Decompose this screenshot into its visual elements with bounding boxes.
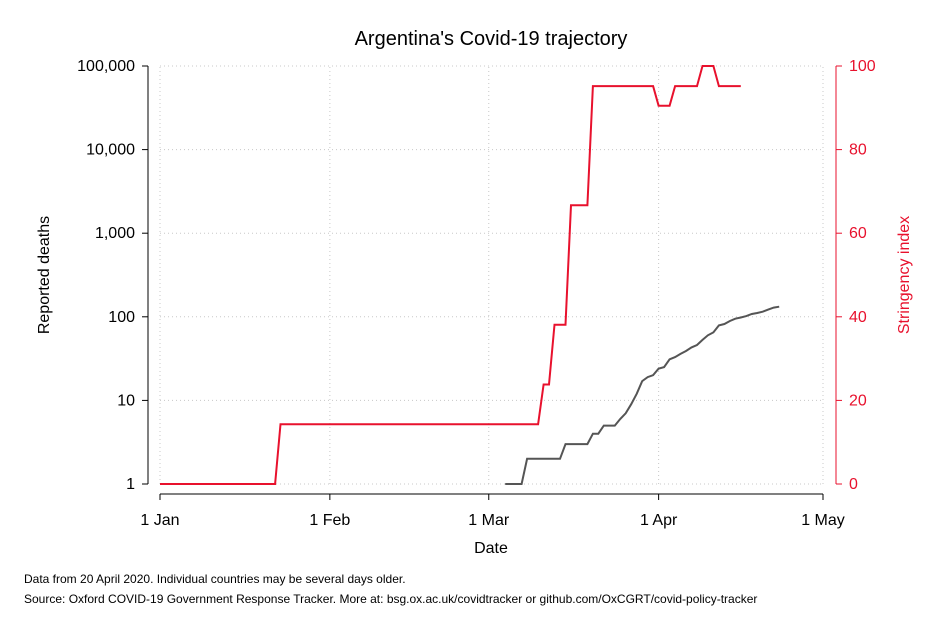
- right-y-tick-label: 60: [849, 225, 867, 242]
- x-axis-label: Date: [474, 540, 508, 557]
- data-date-note: Data from 20 April 2020. Individual coun…: [24, 572, 406, 586]
- source-note: Source: Oxford COVID-19 Government Respo…: [24, 592, 757, 606]
- left-y-tick-label: 1: [126, 476, 135, 493]
- left-y-tick-label: 10: [117, 392, 135, 409]
- right-y-ticks: 0 20 40 60 80 100: [836, 58, 876, 493]
- right-y-tick-label: 0: [849, 476, 858, 493]
- stringency-series-line: [160, 65, 741, 485]
- grid-lines: [159, 65, 824, 485]
- x-tick-label: 1 Jan: [140, 512, 179, 529]
- chart-title: Argentina's Covid-19 trajectory: [355, 28, 628, 50]
- x-tick-label: 1 Feb: [309, 512, 350, 529]
- x-tick-label: 1 Apr: [640, 512, 678, 529]
- left-y-axis-label: Reported deaths: [36, 216, 53, 334]
- right-y-tick-label: 100: [849, 58, 876, 75]
- deaths-series-line: [505, 305, 780, 485]
- right-y-tick-label: 40: [849, 309, 867, 326]
- left-y-tick-label: 100: [108, 309, 135, 326]
- left-y-ticks: 1 10 100 1,000 10,000 100,000: [77, 58, 148, 493]
- left-y-tick-label: 100,000: [77, 58, 135, 75]
- x-tick-label: 1 May: [801, 512, 845, 529]
- x-tick-label: 1 Mar: [468, 512, 510, 529]
- right-y-tick-label: 20: [849, 392, 867, 409]
- right-y-axis-label: Stringency index: [896, 216, 913, 334]
- x-ticks: 1 Jan 1 Feb 1 Mar 1 Apr 1 May: [140, 494, 845, 529]
- left-y-tick-label: 10,000: [86, 142, 135, 159]
- right-y-tick-label: 80: [849, 142, 867, 159]
- left-y-tick-label: 1,000: [95, 225, 135, 242]
